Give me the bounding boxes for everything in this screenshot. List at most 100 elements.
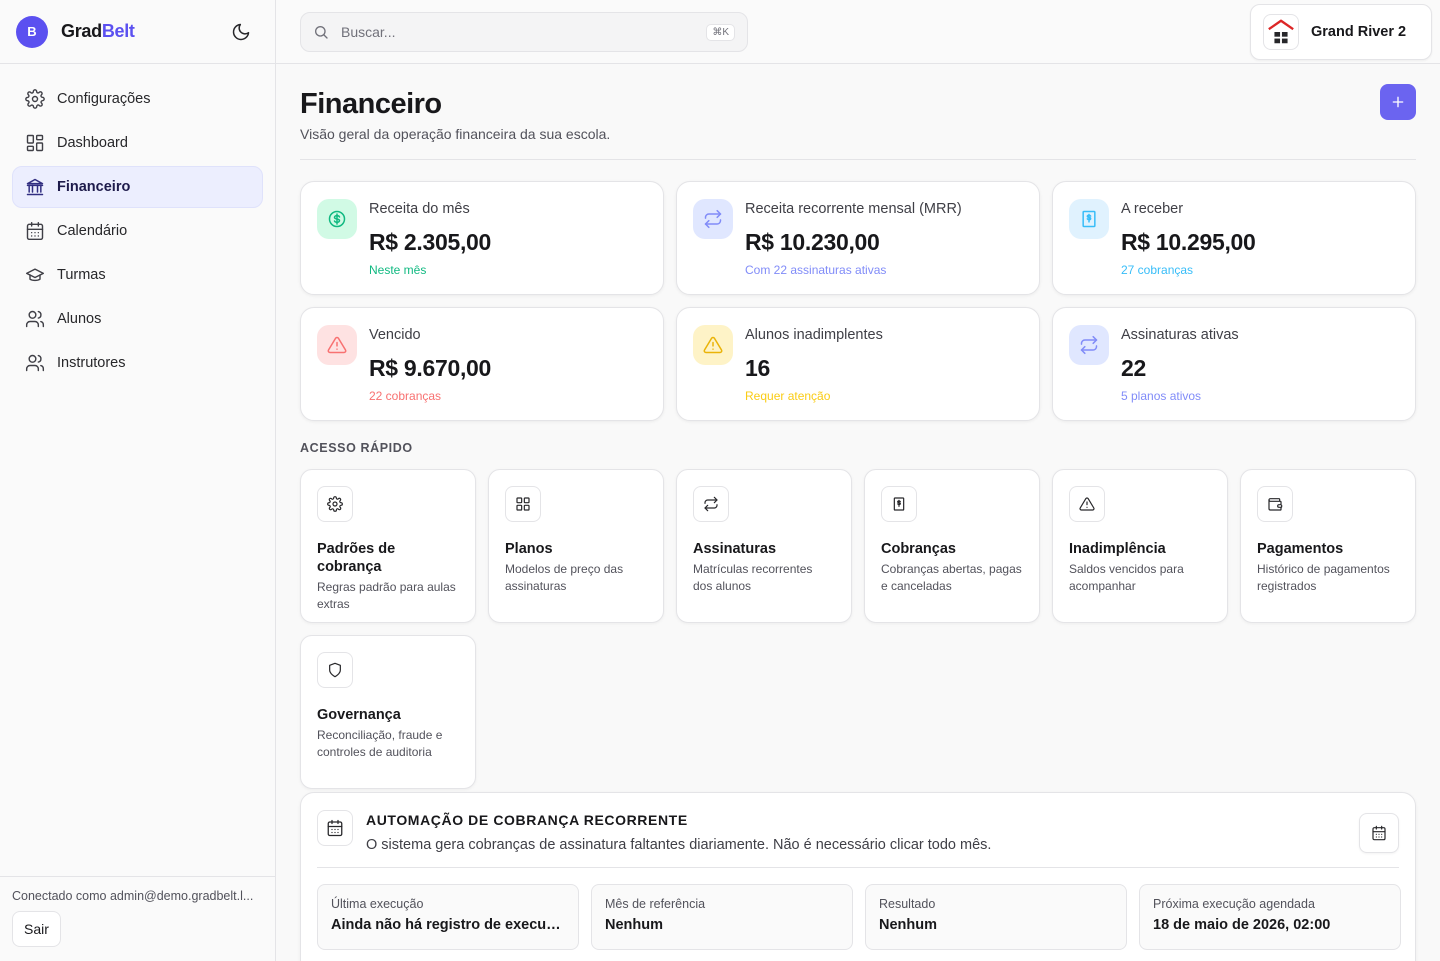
quick-card-inadimplencia[interactable]: Inadimplência Saldos vencidos para acomp… [1052,469,1228,623]
search-placeholder: Buscar... [341,24,396,40]
quick-icon-container [1257,486,1293,522]
school-name: Grand River 2 [1311,24,1407,40]
add-button[interactable] [1380,84,1416,120]
stat-subtext: 5 planos ativos [1121,389,1202,403]
stat-icon-container [1069,325,1109,365]
quick-card-desc: Regras padrão para aulas extras [317,580,456,611]
quick-card-title: Padrões de cobrança [317,541,396,575]
automation-divider [317,867,1399,868]
quick-icon-container [1069,486,1105,522]
stat-value: 16 [745,355,770,381]
quick-card-padroes-cobranca[interactable]: Padrões de cobrança Regras padrão para a… [300,469,476,623]
automation-cell-reference-month: Mês de referência Nenhum [591,884,853,950]
connected-as-text: Conectado como admin@demo.gradbelt.l... [12,889,254,903]
page-subtitle: Visão geral da operação financeira da su… [300,126,611,142]
stat-icon-container [317,325,357,365]
logout-button[interactable]: Sair [12,911,61,947]
theme-toggle-button[interactable] [229,20,253,44]
stat-icon-container [693,199,733,239]
quick-card-pagamentos[interactable]: Pagamentos Histórico de pagamentos regis… [1240,469,1416,623]
search-input[interactable]: Buscar... ⌘K [300,12,748,52]
schedule-button[interactable] [1359,813,1399,853]
automation-cell-result: Resultado Nenhum [865,884,1127,950]
sidebar-item-label: Configurações [57,91,151,107]
stats-grid: Receita do mês R$ 2.305,00 Neste mês Rec… [300,181,1416,421]
quick-card-title: Pagamentos [1257,541,1344,557]
quick-card-desc: Matrículas recorrentes dos alunos [693,562,813,593]
search-shortcut-badge: ⌘K [706,23,735,41]
quick-icon-container [505,486,541,522]
stat-icon-container [693,325,733,365]
sidebar-item-financeiro[interactable]: Financeiro [12,166,263,208]
automation-title: AUTOMAÇÃO DE COBRANÇA RECORRENTE [366,812,688,828]
moon-icon [232,23,250,41]
repeat-icon [704,496,718,512]
stat-label: Vencido [369,327,421,343]
stat-value: R$ 10.230,00 [745,229,880,255]
dollar-icon [328,210,346,228]
sidebar-item-dashboard[interactable]: Dashboard [12,122,263,164]
receipt-icon [1082,210,1096,228]
stat-card-mrr: Receita recorrente mensal (MRR) R$ 10.23… [676,181,1040,295]
brand-name-part1: Grad [61,21,102,41]
quick-access-heading: ACESSO RÁPIDO [300,441,413,455]
sidebar-item-instrutores[interactable]: Instrutores [12,342,263,384]
grid-icon [516,497,530,511]
quick-card-title: Governança [317,707,401,723]
brand-name[interactable]: GradBelt [61,21,135,42]
automation-cell-value: 18 de maio de 2026, 02:00 [1153,917,1331,933]
quick-card-cobrancas[interactable]: Cobranças Cobranças abertas, pagas e can… [864,469,1040,623]
page-title: Financeiro [300,88,442,120]
quick-card-planos[interactable]: Planos Modelos de preço das assinaturas [488,469,664,623]
recurring-billing-automation-panel: AUTOMAÇÃO DE COBRANÇA RECORRENTE O siste… [300,792,1416,961]
bank-icon [26,178,44,196]
automation-description: O sistema gera cobranças de assinatura f… [366,837,992,853]
automation-details-grid: Última execução Ainda não há registro de… [317,884,1401,950]
quick-card-desc: Saldos vencidos para acompanhar [1069,562,1184,593]
stat-value: R$ 9.670,00 [369,355,492,381]
calendar-icon [327,819,343,837]
alert-icon [703,336,723,354]
sidebar-item-alunos[interactable]: Alunos [12,298,263,340]
quick-card-governanca[interactable]: Governança Reconciliação, fraude e contr… [300,635,476,789]
sidebar-nav: Configurações Dashboard Financeiro Calen… [0,64,275,400]
automation-cell-next-run: Próxima execução agendada 18 de maio de … [1139,884,1401,950]
quick-card-assinaturas[interactable]: Assinaturas Matrículas recorrentes dos a… [676,469,852,623]
stat-label: Receita do mês [369,201,470,217]
stat-label: A receber [1121,201,1184,217]
quick-icon-container [693,486,729,522]
quick-icon-container [317,652,353,688]
stat-card-inadimplentes: Alunos inadimplentes 16 Requer atenção [676,307,1040,421]
sidebar-item-turmas[interactable]: Turmas [12,254,263,296]
school-switcher-button[interactable]: Grand River 2 [1250,4,1432,60]
sidebar-item-label: Financeiro [57,179,131,195]
dashboard-icon [26,134,44,152]
sidebar-item-label: Instrutores [57,355,126,371]
sidebar-item-calendario[interactable]: Calendário [12,210,263,252]
stat-card-receita-mes: Receita do mês R$ 2.305,00 Neste mês [300,181,664,295]
topbar: Buscar... ⌘K Grand River 2 [276,0,1440,64]
stat-card-a-receber: A receber R$ 10.295,00 27 cobranças [1052,181,1416,295]
school-logo [1263,14,1299,50]
quick-card-desc: Cobranças abertas, pagas e canceladas [881,562,1022,593]
users-icon [25,354,45,372]
stat-icon-container [317,199,357,239]
school-house-logo-icon [1268,19,1294,45]
stat-subtext: 27 cobranças [1121,263,1194,277]
quick-card-desc: Modelos de preço das assinaturas [505,562,624,593]
quick-card-title: Inadimplência [1069,541,1166,557]
stat-label: Assinaturas ativas [1121,327,1239,343]
sidebar-item-label: Alunos [57,311,102,327]
sidebar: B GradBelt Configurações Dashboard Finan… [0,0,276,961]
brand: B GradBelt [0,0,275,64]
stat-card-vencido: Vencido R$ 9.670,00 22 cobranças [300,307,664,421]
automation-cell-label: Resultado [879,897,936,911]
graduation-cap-icon [25,268,45,282]
sidebar-item-label: Turmas [57,267,106,283]
repeat-icon [704,209,722,229]
quick-card-title: Planos [505,541,553,557]
stat-value: R$ 2.305,00 [369,229,492,255]
sidebar-item-configuracoes[interactable]: Configurações [12,78,263,120]
gear-icon [327,496,343,512]
stat-value: R$ 10.295,00 [1121,229,1256,255]
